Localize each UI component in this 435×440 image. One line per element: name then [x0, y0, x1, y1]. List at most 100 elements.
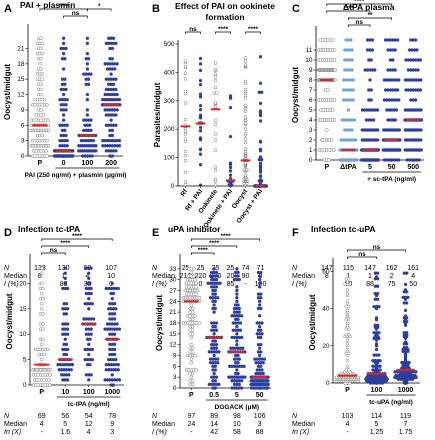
stats-value: 161: [407, 265, 419, 272]
y-tick-label: 20: [19, 280, 27, 287]
data-point: [376, 158, 381, 162]
significance-bracket: [41, 238, 113, 241]
x-tick-label: P: [38, 160, 43, 167]
data-point: [266, 379, 270, 383]
significance-label: ****: [209, 240, 220, 247]
x-tick-label: 100: [371, 387, 383, 394]
panel-title: Infection tc-tPA: [18, 224, 80, 234]
data-point: [41, 327, 45, 331]
data-point: [111, 291, 116, 296]
data-point: [65, 378, 70, 382]
stats-row-label: N: [152, 265, 158, 272]
data-point: [235, 288, 239, 293]
data-point: [117, 144, 122, 148]
y-tick-label: 400: [164, 69, 175, 76]
data-point: [374, 316, 379, 320]
data-point: [213, 324, 218, 329]
x-tick-label: 100: [82, 160, 94, 167]
y-tick-label: 10: [305, 57, 313, 64]
stats-value: -: [190, 429, 193, 436]
data-point: [213, 138, 218, 142]
data-point: [355, 158, 359, 162]
significance-bracket: [347, 256, 377, 259]
data-point: [347, 368, 351, 372]
data-point: [347, 277, 351, 281]
data-point: [235, 368, 239, 372]
data-point: [63, 128, 67, 133]
data-point: [198, 62, 203, 66]
data-point: [39, 108, 43, 112]
data-point: [376, 271, 380, 275]
stats-row-label: I (%): [4, 281, 19, 288]
y-tick-label: 6: [309, 97, 313, 104]
data-point: [40, 291, 44, 296]
panel-title: Effect of PAI on ookinete: [175, 1, 275, 11]
data-point: [257, 346, 262, 350]
data-point: [374, 342, 379, 346]
stats-value: 10: [233, 421, 241, 428]
data-point: [239, 386, 244, 390]
stats-value: 14: [210, 421, 218, 428]
significance-bracket: [41, 252, 66, 255]
data-point: [243, 63, 248, 67]
data-point: [198, 56, 203, 61]
data-point: [64, 108, 68, 112]
y-tick-label: 5: [309, 107, 313, 114]
data-point: [64, 342, 69, 347]
data-point: [258, 174, 263, 178]
y-tick-label: 12: [169, 342, 177, 349]
data-point: [257, 285, 262, 289]
stats-row-label: I (%): [292, 281, 307, 288]
data-point: [89, 327, 93, 331]
data-point: [212, 310, 216, 314]
data-point: [64, 312, 69, 316]
y-tick-label: 18: [169, 320, 177, 327]
data-point: [262, 357, 267, 361]
data-point: [63, 276, 67, 281]
data-point: [214, 346, 219, 350]
data-point: [38, 62, 42, 66]
data-point: [112, 352, 117, 357]
data-point: [65, 123, 69, 127]
data-point: [114, 149, 118, 153]
stats-value: 114: [371, 413, 382, 420]
x-axis-label: PAI (250 ng/ml) + plasmin (μg/ml): [25, 172, 127, 179]
data-point: [70, 362, 75, 367]
stats-value: 8: [325, 273, 329, 280]
data-point: [345, 308, 350, 313]
data-point: [39, 67, 43, 71]
significance-label: ns: [72, 10, 80, 17]
data-point: [258, 81, 263, 85]
significance-label: **: [367, 12, 373, 19]
data-point: [65, 307, 70, 311]
stats-row-label: N: [4, 413, 10, 420]
data-point: [332, 148, 336, 152]
data-point: [398, 138, 402, 142]
y-tick-label: 5: [23, 357, 27, 364]
stats-value: -: [244, 281, 247, 288]
data-point: [61, 51, 66, 56]
stats-value: 20: [227, 273, 235, 280]
data-point: [61, 67, 66, 71]
data-point: [189, 357, 194, 361]
data-point: [109, 72, 113, 76]
panel-letter: D: [4, 227, 12, 239]
data-point: [91, 317, 96, 321]
data-point: [40, 72, 44, 76]
data-point: [194, 281, 198, 285]
data-point: [260, 368, 264, 372]
data-point: [115, 92, 119, 97]
data-point: [264, 184, 269, 188]
data-point: [94, 144, 98, 148]
significance-bracket: [191, 252, 215, 255]
y-axis-label: Parasites/midgut: [153, 82, 162, 147]
data-point: [214, 342, 219, 347]
stats-row-label: I (%): [152, 281, 167, 288]
data-point: [228, 165, 233, 170]
data-point: [350, 58, 354, 62]
data-point: [350, 68, 354, 72]
data-point: [89, 72, 93, 76]
data-point: [64, 46, 68, 51]
panel-c: C ΔtPA plasma01234567891011Oocyst/midgutP…: [291, 0, 424, 288]
y-tick-label: 27: [169, 288, 177, 295]
